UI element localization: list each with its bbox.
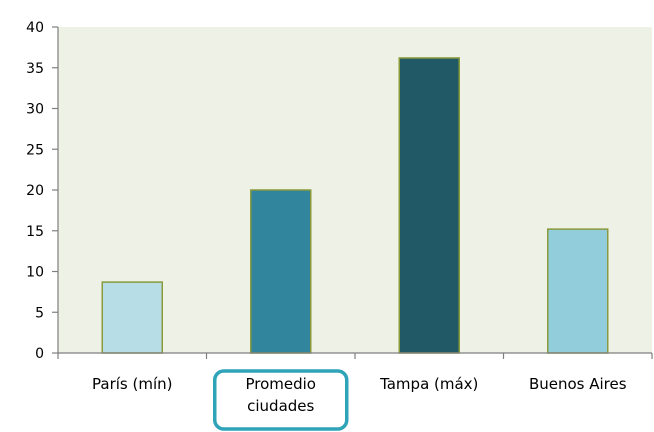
x-axis-labels: París (mín) Promedio ciudades Tampa (máx) Bu… [92,375,627,415]
y-tick-label: 35 [26,61,44,77]
x-tick-label: Tampa (máx) [379,375,478,393]
x-tick-label: París (mín) [92,375,172,393]
y-tick-label: 0 [35,346,44,362]
bars-group [101,57,609,354]
bar-1 [101,281,163,354]
y-tick-label: 10 [26,265,44,281]
y-tick-label: 25 [26,142,44,158]
x-axis-ticks [57,353,653,359]
x-tick-label: Buenos Aires [529,375,627,393]
y-tick-label: 5 [35,305,44,321]
bar-4 [547,228,609,354]
y-tick-label: 40 [26,20,44,36]
y-axis-ticks: 0 5 10 15 20 25 30 35 40 [26,20,58,362]
highlight-box [213,369,349,431]
x-tick-label: Promedio ciudades [245,375,316,415]
y-tick-label: 15 [26,224,44,240]
bar-2 [250,189,312,354]
bar-3 [398,57,460,354]
y-tick-label: 20 [26,183,44,199]
y-tick-label: 30 [26,102,44,118]
